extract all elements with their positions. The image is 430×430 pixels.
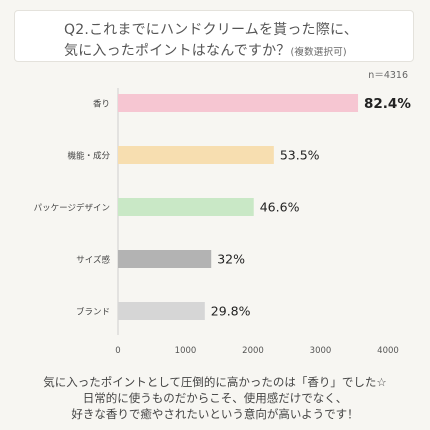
x-tick-label: 3000 (310, 346, 332, 356)
category-label: 機能・成分 (67, 151, 110, 162)
footer-line-1: 気に入ったポイントとして圧倒的に高かったのは「香り」でした☆ (43, 375, 387, 389)
x-tick-label: 0 (115, 346, 120, 356)
x-tick-label: 1000 (175, 346, 197, 356)
footer-line-2: 日常的に使うものだからこそ、使用感だけでなく、 (82, 391, 348, 405)
value-label: 53.5% (280, 148, 320, 163)
bar-chart: 香り 82.4% 機能・成分 53.5% パッケージデザイン 46.6% サイズ感 32% ブラ… (34, 88, 411, 356)
bar-3 (118, 198, 254, 216)
category-label: パッケージデザイン (34, 203, 110, 214)
x-tick-label: 4000 (377, 346, 399, 356)
value-label: 29.8% (211, 304, 251, 319)
category-label: ブランド (76, 307, 110, 318)
sample-size-label: n＝4316 (368, 70, 408, 81)
question-title-line1: Q2.これまでにハンドクリームを貰った際に、 (64, 22, 358, 38)
bar-4 (118, 250, 212, 268)
question-box: Q2.これまでにハンドクリームを貰った際に、 気に入ったポイントはなんですか？(… (14, 10, 414, 62)
question-note: (複数選択可) (290, 47, 347, 58)
value-label: 82.4% (364, 96, 411, 112)
question-title-line2-text: 気に入ったポイントはなんですか？ (64, 43, 291, 59)
bar-5 (118, 302, 205, 320)
value-label: 32% (217, 252, 245, 267)
question-title-line2: 気に入ったポイントはなんですか？(複数選択可) (64, 40, 347, 60)
value-label: 46.6% (260, 200, 300, 215)
x-tick-label: 2000 (242, 346, 264, 356)
bar-2 (118, 146, 274, 164)
footer-line-3: 好きな香りで癒やされたいという意向が高いようです！ (71, 407, 359, 421)
bar-1 (118, 94, 359, 112)
category-label: サイズ感 (76, 255, 110, 266)
category-label: 香り (93, 99, 110, 110)
